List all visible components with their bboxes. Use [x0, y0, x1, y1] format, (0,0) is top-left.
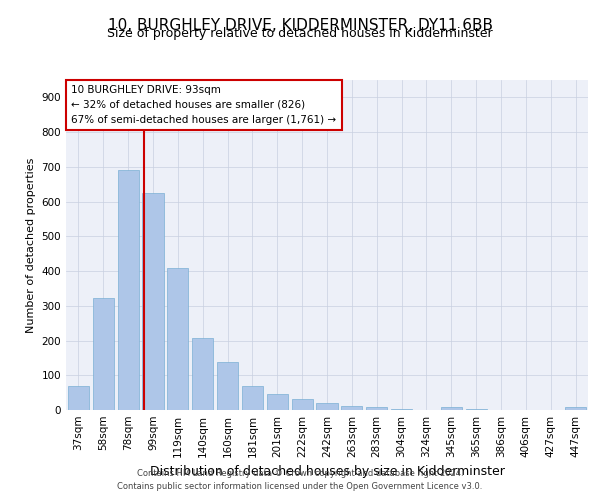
Bar: [192, 338, 213, 410]
Bar: [93, 298, 114, 410]
Y-axis label: Number of detached properties: Number of detached properties: [26, 158, 36, 332]
Bar: [292, 399, 313, 410]
Bar: [267, 394, 288, 410]
Bar: [316, 403, 338, 410]
Text: Contains HM Land Registry data © Crown copyright and database right 2024.: Contains HM Land Registry data © Crown c…: [137, 468, 463, 477]
Bar: [466, 409, 487, 410]
Bar: [118, 170, 139, 410]
X-axis label: Distribution of detached houses by size in Kidderminster: Distribution of detached houses by size …: [149, 466, 505, 478]
Bar: [391, 409, 412, 410]
Bar: [68, 386, 89, 410]
Text: 10, BURGHLEY DRIVE, KIDDERMINSTER, DY11 6BB: 10, BURGHLEY DRIVE, KIDDERMINSTER, DY11 …: [107, 18, 493, 32]
Text: Size of property relative to detached houses in Kidderminster: Size of property relative to detached ho…: [107, 28, 493, 40]
Bar: [366, 407, 387, 410]
Text: Contains public sector information licensed under the Open Government Licence v3: Contains public sector information licen…: [118, 482, 482, 491]
Bar: [242, 386, 263, 410]
Bar: [167, 268, 188, 410]
Bar: [341, 406, 362, 410]
Bar: [565, 407, 586, 410]
Bar: [441, 407, 462, 410]
Text: 10 BURGHLEY DRIVE: 93sqm
← 32% of detached houses are smaller (826)
67% of semi-: 10 BURGHLEY DRIVE: 93sqm ← 32% of detach…: [71, 85, 337, 124]
Bar: [142, 193, 164, 410]
Bar: [217, 362, 238, 410]
